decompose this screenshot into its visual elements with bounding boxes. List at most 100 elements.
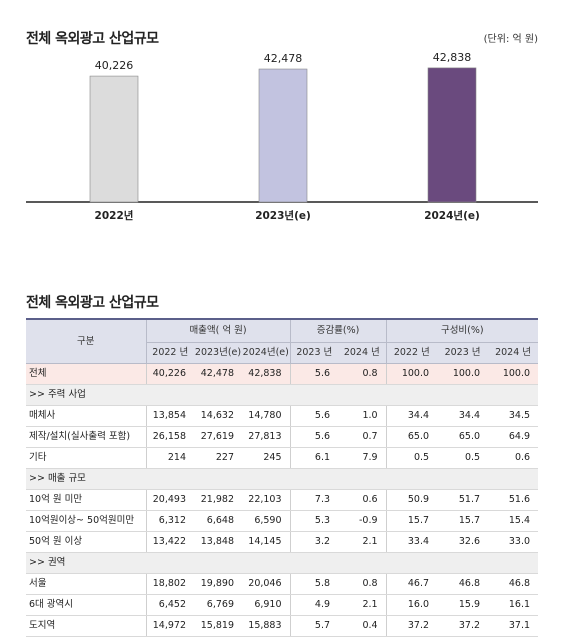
- section-label: >> 매출 규모: [26, 468, 539, 490]
- table-cell: 0.4: [338, 615, 387, 637]
- x-tick-label: 2023년(e): [255, 209, 311, 222]
- table-cell: 21,982: [194, 489, 242, 511]
- table-cell: 3.2: [289, 531, 339, 553]
- header-year: 2023 년: [289, 342, 339, 364]
- table-cell: 15,883: [242, 615, 291, 637]
- table-cell: 14,972: [145, 615, 194, 637]
- table-cell: 5.6: [289, 363, 339, 385]
- table-cell: 13,854: [145, 405, 194, 427]
- table-cell: 37.2: [385, 615, 438, 637]
- header-year: 2022 년: [145, 342, 194, 364]
- header-year: 2024 년: [338, 342, 387, 364]
- row-label: 제작/설치(실사출력 포함): [26, 426, 146, 448]
- table-cell: 15.9: [437, 594, 489, 616]
- table-cell: 100.0: [488, 363, 539, 385]
- table-cell: 2.1: [338, 594, 387, 616]
- header-year: 2023 년: [437, 342, 489, 364]
- header-sales: 매출액( 억 원): [145, 319, 291, 343]
- table-cell: 33.4: [385, 531, 438, 553]
- table-cell: 42,838: [242, 363, 291, 385]
- row-label: 50억 원 이상: [26, 531, 146, 553]
- table-cell: 5.3: [289, 510, 339, 532]
- total-row: 전체 40,226 42,478 42,838 5.6 0.8 100.0 100.0 100.…: [26, 363, 539, 385]
- row-label: 전체: [26, 363, 146, 385]
- table-cell: 37.1: [488, 615, 539, 637]
- table-cell: 15.7: [437, 510, 489, 532]
- row-label: 도지역: [26, 615, 146, 637]
- table-cell: 100.0: [385, 363, 438, 385]
- table-cell: 5.6: [289, 426, 339, 448]
- table-cell: 42,478: [194, 363, 242, 385]
- table-cell: 13,422: [145, 531, 194, 553]
- table-cell: 16.1: [488, 594, 539, 616]
- table-cell: 6,452: [145, 594, 194, 616]
- section-label: >> 권역: [26, 552, 539, 574]
- table-cell: 0.6: [488, 447, 539, 469]
- table-cell: 34.5: [488, 405, 539, 427]
- table-cell: 37.2: [437, 615, 489, 637]
- table-row: 서울 18,802 19,890 20,046 5.8 0.8 46.7 46.8 46.8: [26, 573, 539, 595]
- bar: [89, 75, 139, 203]
- table-row: 10억 원 미만 20,493 21,982 22,103 7.3 0.6 50.9 51.7…: [26, 489, 539, 511]
- table-cell: 65.0: [385, 426, 438, 448]
- table-cell: -0.9: [338, 510, 387, 532]
- table-cell: 6,910: [242, 594, 291, 616]
- table-cell: 0.7: [338, 426, 387, 448]
- table-row: 제작/설치(실사출력 포함) 26,158 27,619 27,813 5.6 0.7 65…: [26, 426, 539, 448]
- unit-label: (단위: 억 원): [483, 34, 538, 45]
- header-year: 2023년(e): [194, 342, 242, 364]
- table-cell: 6,769: [194, 594, 242, 616]
- table-cell: 64.9: [488, 426, 539, 448]
- table-cell: 245: [242, 447, 291, 469]
- table-cell: 16.0: [385, 594, 438, 616]
- table-cell: 0.5: [385, 447, 438, 469]
- table-title: 전체 옥외광고 산업규모: [26, 295, 159, 311]
- header-growth: 증감률(%): [289, 319, 387, 343]
- table-cell: 46.8: [488, 573, 539, 595]
- table-cell: 4.9: [289, 594, 339, 616]
- table-cell: 22,103: [242, 489, 291, 511]
- table-cell: 14,145: [242, 531, 291, 553]
- table-body: 전체 40,226 42,478 42,838 5.6 0.8 100.0 100.0 100.…: [26, 363, 539, 637]
- table-row: 도지역 14,972 15,819 15,883 5.7 0.4 37.2 37.2 37.1: [26, 615, 539, 637]
- header-category: 구분: [26, 319, 146, 364]
- bar-chart: 40,226 2022년 42,478 2023년(e) 42,838 2024년(e): [26, 51, 538, 222]
- row-label: 6대 광역시: [26, 594, 146, 616]
- table-row: 50억 원 이상 13,422 13,848 14,145 3.2 2.1 33.4 32.6…: [26, 531, 539, 553]
- table-cell: 6,648: [194, 510, 242, 532]
- x-tick-label: 2024년(e): [424, 209, 480, 222]
- table-cell: 227: [194, 447, 242, 469]
- section-label: >> 주력 사업: [26, 384, 539, 406]
- table-cell: 26,158: [145, 426, 194, 448]
- row-label: 서울: [26, 573, 146, 595]
- table-cell: 20,493: [145, 489, 194, 511]
- table-cell: 100.0: [437, 363, 489, 385]
- table-cell: 19,890: [194, 573, 242, 595]
- table-cell: 15,819: [194, 615, 242, 637]
- table-cell: 7.9: [338, 447, 387, 469]
- header-year: 2022 년: [385, 342, 438, 364]
- header-year: 2024 년: [488, 342, 539, 364]
- table-cell: 15.4: [488, 510, 539, 532]
- section-row: >> 주력 사업: [26, 384, 539, 406]
- table-cell: 5.6: [289, 405, 339, 427]
- data-label: 42,478: [264, 52, 303, 65]
- table-cell: 7.3: [289, 489, 339, 511]
- row-label: 기타: [26, 447, 146, 469]
- table-cell: 27,813: [242, 426, 291, 448]
- table-cell: 0.8: [338, 363, 387, 385]
- table-cell: 6,312: [145, 510, 194, 532]
- row-label: 매체사: [26, 405, 146, 427]
- bar: [258, 68, 308, 203]
- table-cell: 50.9: [385, 489, 438, 511]
- table-cell: 1.0: [338, 405, 387, 427]
- table-cell: 40,226: [145, 363, 194, 385]
- row-label: 10억원이상~ 50억원미만: [26, 510, 146, 532]
- table-cell: 6,590: [242, 510, 291, 532]
- table-row: 기타 214 227 245 6.1 7.9 0.5 0.5 0.6: [26, 447, 539, 469]
- table-cell: 14,632: [194, 405, 242, 427]
- table-cell: 34.4: [437, 405, 489, 427]
- bar: [427, 67, 477, 203]
- table-cell: 0.5: [437, 447, 489, 469]
- table-row: 매체사 13,854 14,632 14,780 5.6 1.0 34.4 34.4 34.5: [26, 405, 539, 427]
